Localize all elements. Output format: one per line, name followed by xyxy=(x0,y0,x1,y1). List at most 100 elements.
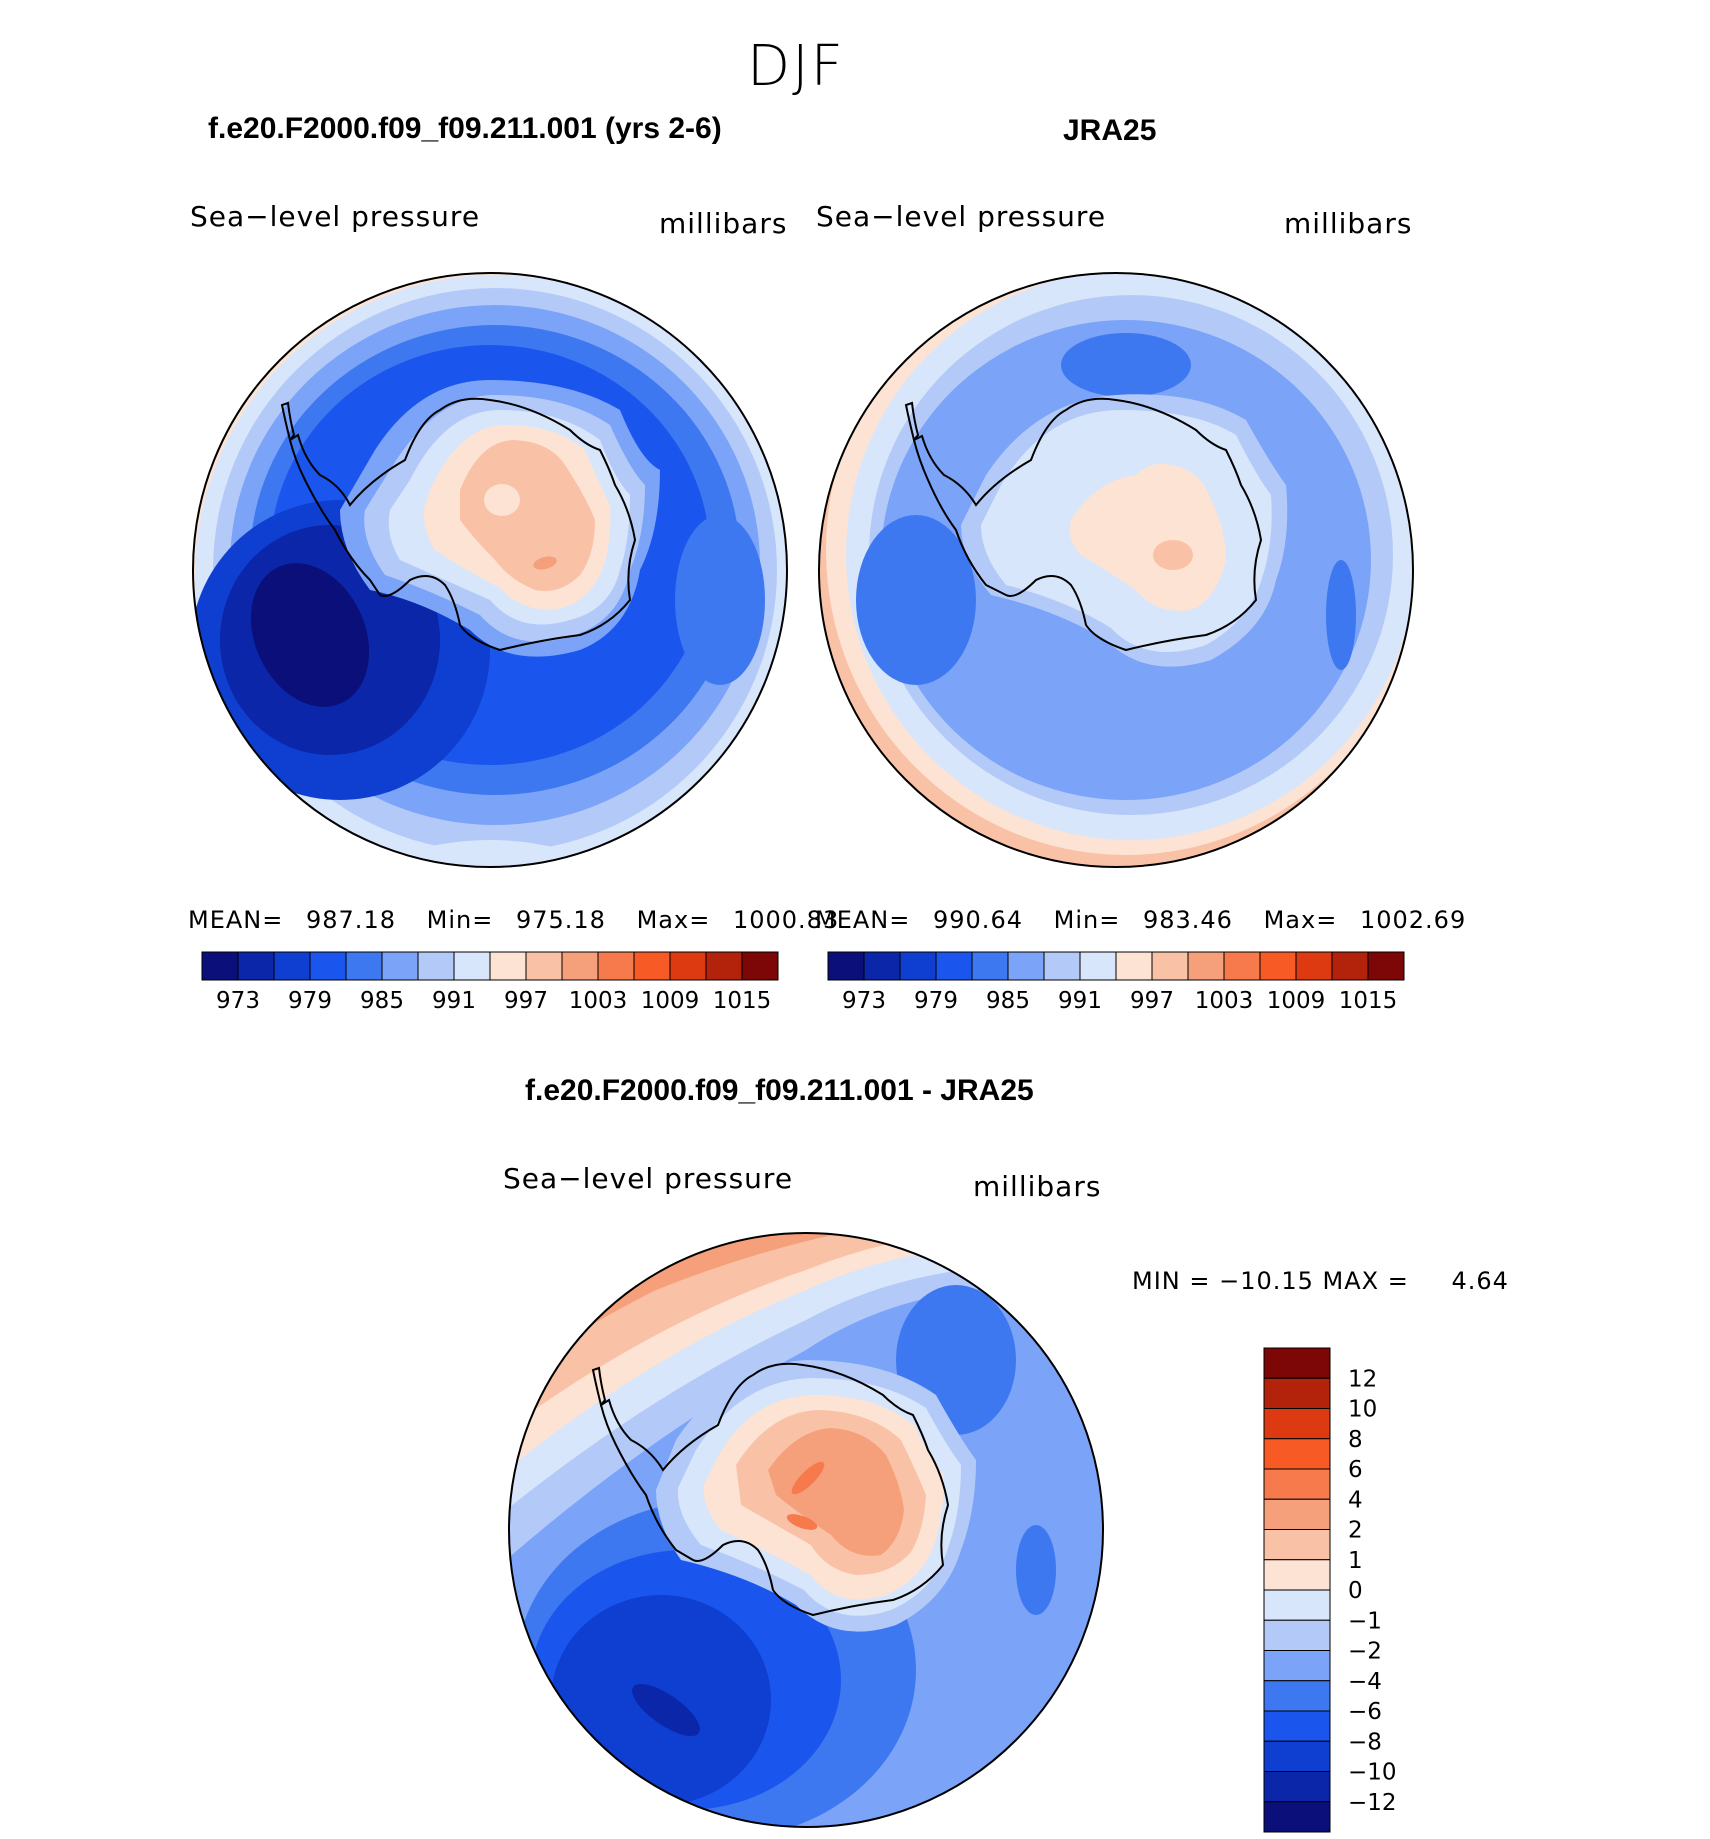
panel1-colorbar-tick-label: 1009 xyxy=(641,988,700,1014)
difference-colorbar-tick-label: 12 xyxy=(1348,1366,1377,1392)
panel1-title: f.e20.F2000.f09_f09.211.001 (yrs 2-6) xyxy=(208,112,722,145)
difference-colorbar-swatch-10 xyxy=(1263,1650,1331,1682)
panel1-colorbar-swatch-9 xyxy=(525,951,563,981)
panel1-units-label: millibars xyxy=(659,207,788,240)
panel2-colorbar-swatch-13 xyxy=(1295,951,1333,981)
panel2-colorbar-swatch-9 xyxy=(1151,951,1189,981)
panel2-min-label: Min= xyxy=(1053,906,1121,934)
panel1-colorbar-swatch-14 xyxy=(705,951,743,981)
panel1-colorbar-tick-label: 991 xyxy=(432,988,476,1014)
difference-colorbar-swatch-15 xyxy=(1263,1801,1331,1833)
difference-colorbar-swatch-8 xyxy=(1263,1589,1331,1621)
panel2-colorbar-swatch-14 xyxy=(1331,951,1369,981)
panel1-mean-label: MEAN= xyxy=(188,906,284,934)
panel1-colorbar-tick-label: 985 xyxy=(360,988,404,1014)
panel2-colorbar-swatch-10 xyxy=(1187,951,1225,981)
difference-colorbar-tick-label: 1 xyxy=(1348,1548,1363,1574)
difference-colorbar-swatch-4 xyxy=(1263,1468,1331,1500)
panel2-colorbar-swatch-8 xyxy=(1115,951,1153,981)
panel3-minmax-text: MIN = −10.15 MAX = xyxy=(1132,1267,1409,1295)
panel1-colorbar-swatch-2 xyxy=(273,951,311,981)
panel2-colorbar-swatch-11 xyxy=(1223,951,1261,981)
panel3-units-label: millibars xyxy=(973,1170,1102,1203)
panel2-title: JRA25 xyxy=(1063,114,1157,147)
panel2-stats: MEAN= 990.64 Min= 983.46 Max= 1002.69 xyxy=(815,906,1466,934)
difference-colorbar-swatch-2 xyxy=(1263,1408,1331,1440)
panel1-colorbar-tick-label: 979 xyxy=(288,988,332,1014)
panel2-colorbar: 973 979 985 991 997 1003 1009 1015 xyxy=(827,951,1405,1014)
panel2-variable-label: Sea−level pressure xyxy=(816,200,1107,233)
difference-colorbar-tick-label: −2 xyxy=(1348,1639,1382,1665)
panel2-colorbar-swatch-3 xyxy=(935,951,973,981)
panel1-colorbar-tick-label: 997 xyxy=(504,988,548,1014)
panel2-units-label: millibars xyxy=(1284,207,1413,240)
difference-colorbar-tick-label: 4 xyxy=(1348,1487,1363,1513)
difference-colorbar-tick-label: 6 xyxy=(1348,1457,1363,1483)
panel2-max-value: 1002.69 xyxy=(1359,906,1467,934)
panel2-max-label: Max= xyxy=(1263,906,1338,934)
panel2-colorbar-tick-label: 997 xyxy=(1130,988,1174,1014)
panel1-colorbar-swatch-6 xyxy=(417,951,455,981)
panel2-colorbar-tick-label: 1003 xyxy=(1195,988,1254,1014)
panel2-colorbar-tick-label: 1009 xyxy=(1267,988,1326,1014)
panel2-colorbar-tick-label: 973 xyxy=(842,988,886,1014)
difference-colorbar-tick-label: 2 xyxy=(1348,1518,1363,1544)
difference-colorbar-swatch-3 xyxy=(1263,1438,1331,1470)
panel3-minmax: MIN = −10.15 MAX = 4.64 xyxy=(1132,1267,1509,1295)
difference-colorbar-tick-label: −4 xyxy=(1348,1669,1382,1695)
panel3-max-value: 4.64 xyxy=(1451,1267,1509,1295)
panel1-colorbar-swatch-5 xyxy=(381,951,419,981)
difference-colorbar-swatch-12 xyxy=(1263,1710,1331,1742)
jra25-slp-map xyxy=(818,272,1414,868)
panel1-max-value: 1000.83 xyxy=(732,906,840,934)
panel2-colorbar-swatch-15 xyxy=(1367,951,1405,981)
panel3-title: f.e20.F2000.f09_f09.211.001 - JRA25 xyxy=(525,1074,1034,1107)
panel1-colorbar: 973 979 985 991 997 1003 1009 1015 xyxy=(201,951,779,1014)
difference-colorbar-swatch-9 xyxy=(1263,1619,1331,1651)
difference-colorbar-tick-label: 0 xyxy=(1348,1578,1363,1604)
panel2-colorbar-swatch-1 xyxy=(863,951,901,981)
difference-colorbar-tick-label: −10 xyxy=(1348,1760,1397,1786)
panel2-colorbar-swatch-7 xyxy=(1079,951,1117,981)
panel2-mean-value: 990.64 xyxy=(933,906,1023,934)
panel2-colorbar-tick-label: 979 xyxy=(914,988,958,1014)
panel1-colorbar-swatch-12 xyxy=(633,951,671,981)
panel1-colorbar-swatch-10 xyxy=(561,951,599,981)
difference-colorbar-tick-label: −8 xyxy=(1348,1729,1382,1755)
panel2-colorbar-swatch-12 xyxy=(1259,951,1297,981)
panel1-colorbar-tick-label: 1003 xyxy=(569,988,628,1014)
panel1-stats: MEAN= 987.18 Min= 975.18 Max= 1000.83 xyxy=(188,906,839,934)
panel1-colorbar-swatch-13 xyxy=(669,951,707,981)
panel1-colorbar-swatch-8 xyxy=(489,951,527,981)
panel1-colorbar-swatch-11 xyxy=(597,951,635,981)
panel2-colorbar-swatch-2 xyxy=(899,951,937,981)
panel1-colorbar-swatch-4 xyxy=(345,951,383,981)
difference-colorbar-swatch-0 xyxy=(1263,1347,1331,1379)
panel2-min-value: 983.46 xyxy=(1142,906,1233,934)
difference-colorbar-tick-label: −1 xyxy=(1348,1608,1382,1634)
panel1-colorbar-swatch-3 xyxy=(309,951,347,981)
panel2-colorbar-swatch-6 xyxy=(1043,951,1081,981)
panel1-colorbar-swatch-15 xyxy=(741,951,779,981)
panel3-variable-label: Sea−level pressure xyxy=(503,1162,794,1195)
panel1-colorbar-tick-label: 973 xyxy=(216,988,260,1014)
difference-colorbar-swatch-6 xyxy=(1263,1529,1331,1561)
difference-colorbar-swatch-14 xyxy=(1263,1771,1331,1803)
panel1-colorbar-swatch-0 xyxy=(201,951,239,981)
panel2-colorbar-swatch-4 xyxy=(971,951,1009,981)
panel2-colorbar-tick-label: 985 xyxy=(986,988,1030,1014)
difference-colorbar-swatch-13 xyxy=(1263,1740,1331,1772)
panel1-colorbar-swatch-1 xyxy=(237,951,275,981)
panel2-colorbar-tick-label: 991 xyxy=(1058,988,1102,1014)
difference-colorbar-swatch-11 xyxy=(1263,1680,1331,1712)
difference-colorbar-tick-label: 8 xyxy=(1348,1427,1363,1453)
difference-colorbar-swatch-1 xyxy=(1263,1377,1331,1409)
panel1-colorbar-tick-label: 1015 xyxy=(713,988,772,1014)
difference-slp-map xyxy=(508,1232,1104,1828)
panel1-max-label: Max= xyxy=(636,906,711,934)
difference-colorbar-tick-label: 10 xyxy=(1348,1397,1377,1423)
panel1-min-value: 975.18 xyxy=(515,906,606,934)
difference-colorbar-tick-label: −6 xyxy=(1348,1699,1382,1725)
panel1-variable-label: Sea−level pressure xyxy=(190,200,481,233)
difference-colorbar-swatch-5 xyxy=(1263,1498,1331,1530)
